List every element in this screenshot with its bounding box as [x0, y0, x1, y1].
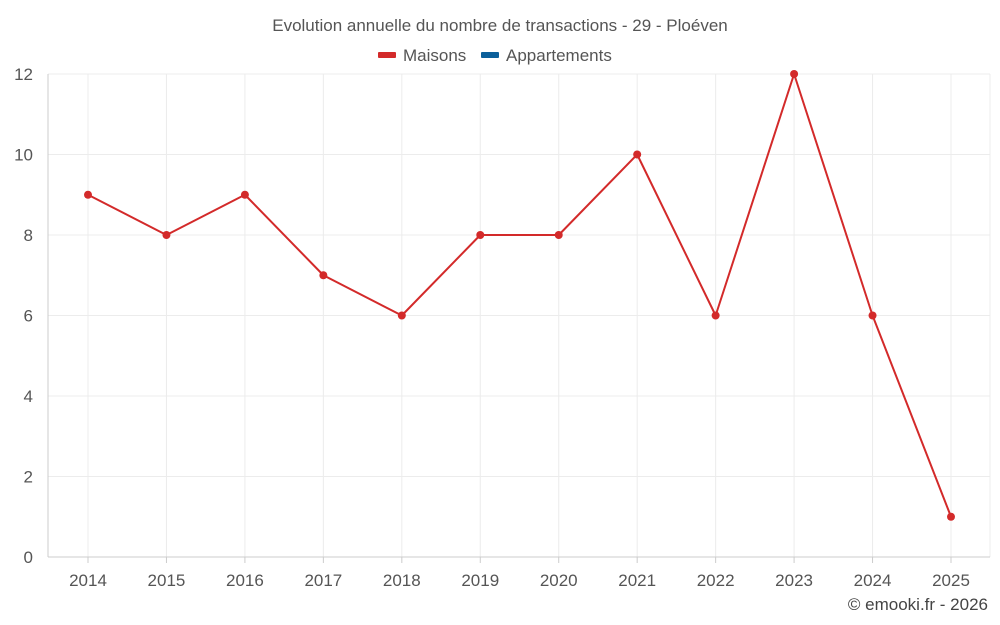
x-tick-label: 2023: [775, 571, 813, 590]
data-point-maisons-2020[interactable]: [554, 231, 563, 239]
data-point-maisons-2016[interactable]: [240, 190, 249, 199]
x-tick-label: 2021: [618, 571, 656, 590]
data-point-maisons-2019[interactable]: [476, 231, 485, 239]
x-tick-label: 2024: [854, 571, 892, 590]
data-point-maisons-2022[interactable]: [711, 311, 720, 320]
data-point-maisons-2014[interactable]: [84, 190, 92, 199]
y-tick-label: 4: [24, 387, 33, 406]
y-tick-label: 12: [14, 65, 33, 84]
x-tick-label: 2022: [697, 571, 735, 590]
chart-legend: Maisons Appartements: [378, 46, 612, 65]
data-point-maisons-2021[interactable]: [633, 150, 642, 159]
data-point-maisons-2023[interactable]: [790, 70, 799, 78]
legend-swatch-appartements: [481, 52, 499, 58]
chart-title: Evolution annuelle du nombre de transact…: [272, 16, 728, 35]
axes: [47, 74, 990, 563]
y-tick-label: 10: [14, 146, 33, 165]
y-tick-label: 6: [24, 307, 33, 326]
legend-label-appartements: Appartements: [506, 46, 612, 65]
y-tick-label: 0: [24, 548, 33, 567]
x-axis-ticks: 2014 2015 2016 2017 2018 2019 2020 2021 2022 2023…: [69, 571, 970, 590]
data-point-maisons-2025[interactable]: [947, 512, 955, 521]
x-tick-label: 2019: [461, 571, 499, 590]
legend-label-maisons: Maisons: [403, 46, 466, 65]
series: [84, 70, 955, 521]
data-point-maisons-2015[interactable]: [162, 231, 171, 239]
legend-item-appartements[interactable]: Appartements: [481, 46, 612, 65]
x-tick-label: 2015: [148, 571, 186, 590]
x-tick-label: 2017: [304, 571, 342, 590]
x-tick-label: 2016: [226, 571, 264, 590]
y-axis-ticks: 0 2 4 6 8 10 12: [14, 65, 33, 567]
y-tick-label: 2: [24, 468, 33, 487]
x-tick-label: 2025: [932, 571, 970, 590]
legend-item-maisons[interactable]: Maisons: [378, 46, 466, 65]
data-point-maisons-2024[interactable]: [868, 311, 877, 320]
x-tick-label: 2014: [69, 571, 107, 590]
legend-swatch-maisons: [378, 52, 396, 58]
x-tick-label: 2018: [383, 571, 421, 590]
series-line-maisons: [87, 73, 952, 518]
credit-text: © emooki.fr - 2026: [848, 595, 988, 614]
x-tick-label: 2020: [540, 571, 578, 590]
grid: [48, 73, 991, 557]
data-point-maisons-2017[interactable]: [319, 271, 328, 280]
y-tick-label: 8: [24, 226, 33, 245]
data-point-maisons-2018[interactable]: [397, 311, 406, 320]
